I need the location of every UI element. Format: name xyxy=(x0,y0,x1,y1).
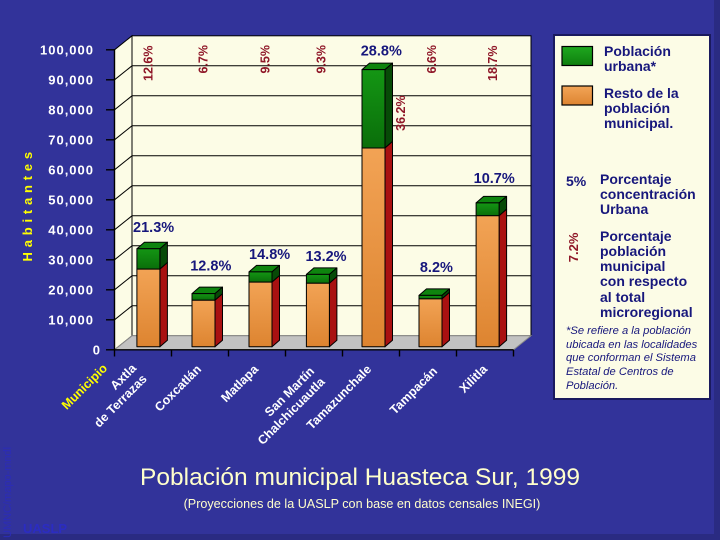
svg-text:20,000: 20,000 xyxy=(48,282,94,297)
svg-text:30,000: 30,000 xyxy=(48,252,94,267)
svg-text:21.3%: 21.3% xyxy=(133,220,174,236)
svg-text:50,000: 50,000 xyxy=(48,192,94,207)
svg-text:100,000: 100,000 xyxy=(40,42,94,57)
svg-text:10.7%: 10.7% xyxy=(474,171,515,187)
svg-text:Matlapa: Matlapa xyxy=(218,361,262,405)
svg-text:14.8%: 14.8% xyxy=(249,247,290,263)
svg-text:80,000: 80,000 xyxy=(48,102,94,117)
svg-text:90,000: 90,000 xyxy=(48,72,94,87)
svg-text:9.3%: 9.3% xyxy=(315,45,329,74)
svg-text:Habitantes: Habitantes xyxy=(20,147,35,261)
svg-text:40,000: 40,000 xyxy=(48,222,94,237)
svg-text:6.7%: 6.7% xyxy=(197,45,211,74)
svg-text:10,000: 10,000 xyxy=(48,312,94,327)
svg-text:60,000: 60,000 xyxy=(48,162,94,177)
svg-text:8.2%: 8.2% xyxy=(420,260,453,276)
svg-text:6.6%: 6.6% xyxy=(425,45,439,74)
svg-text:Tampacán: Tampacán xyxy=(387,364,440,417)
svg-text:9.5%: 9.5% xyxy=(259,45,273,74)
svg-text:Coxcatlán: Coxcatlán xyxy=(152,362,204,414)
svg-text:7.2%: 7.2% xyxy=(566,232,581,262)
svg-text:18.7%: 18.7% xyxy=(486,46,500,81)
svg-text:36.2%: 36.2% xyxy=(394,95,408,130)
svg-text:0: 0 xyxy=(93,342,101,357)
svg-text:Municipio: Municipio xyxy=(59,361,110,412)
svg-text:28.8%: 28.8% xyxy=(361,44,402,60)
svg-text:13.2%: 13.2% xyxy=(305,249,346,265)
svg-text:UMNC/mapo-mndl: UMNC/mapo-mndl xyxy=(2,447,14,538)
svg-text:12.8%: 12.8% xyxy=(190,259,231,275)
svg-text:12.6%: 12.6% xyxy=(142,46,156,81)
svg-text:70,000: 70,000 xyxy=(48,132,94,147)
svg-text:Xilitla: Xilitla xyxy=(457,361,491,395)
